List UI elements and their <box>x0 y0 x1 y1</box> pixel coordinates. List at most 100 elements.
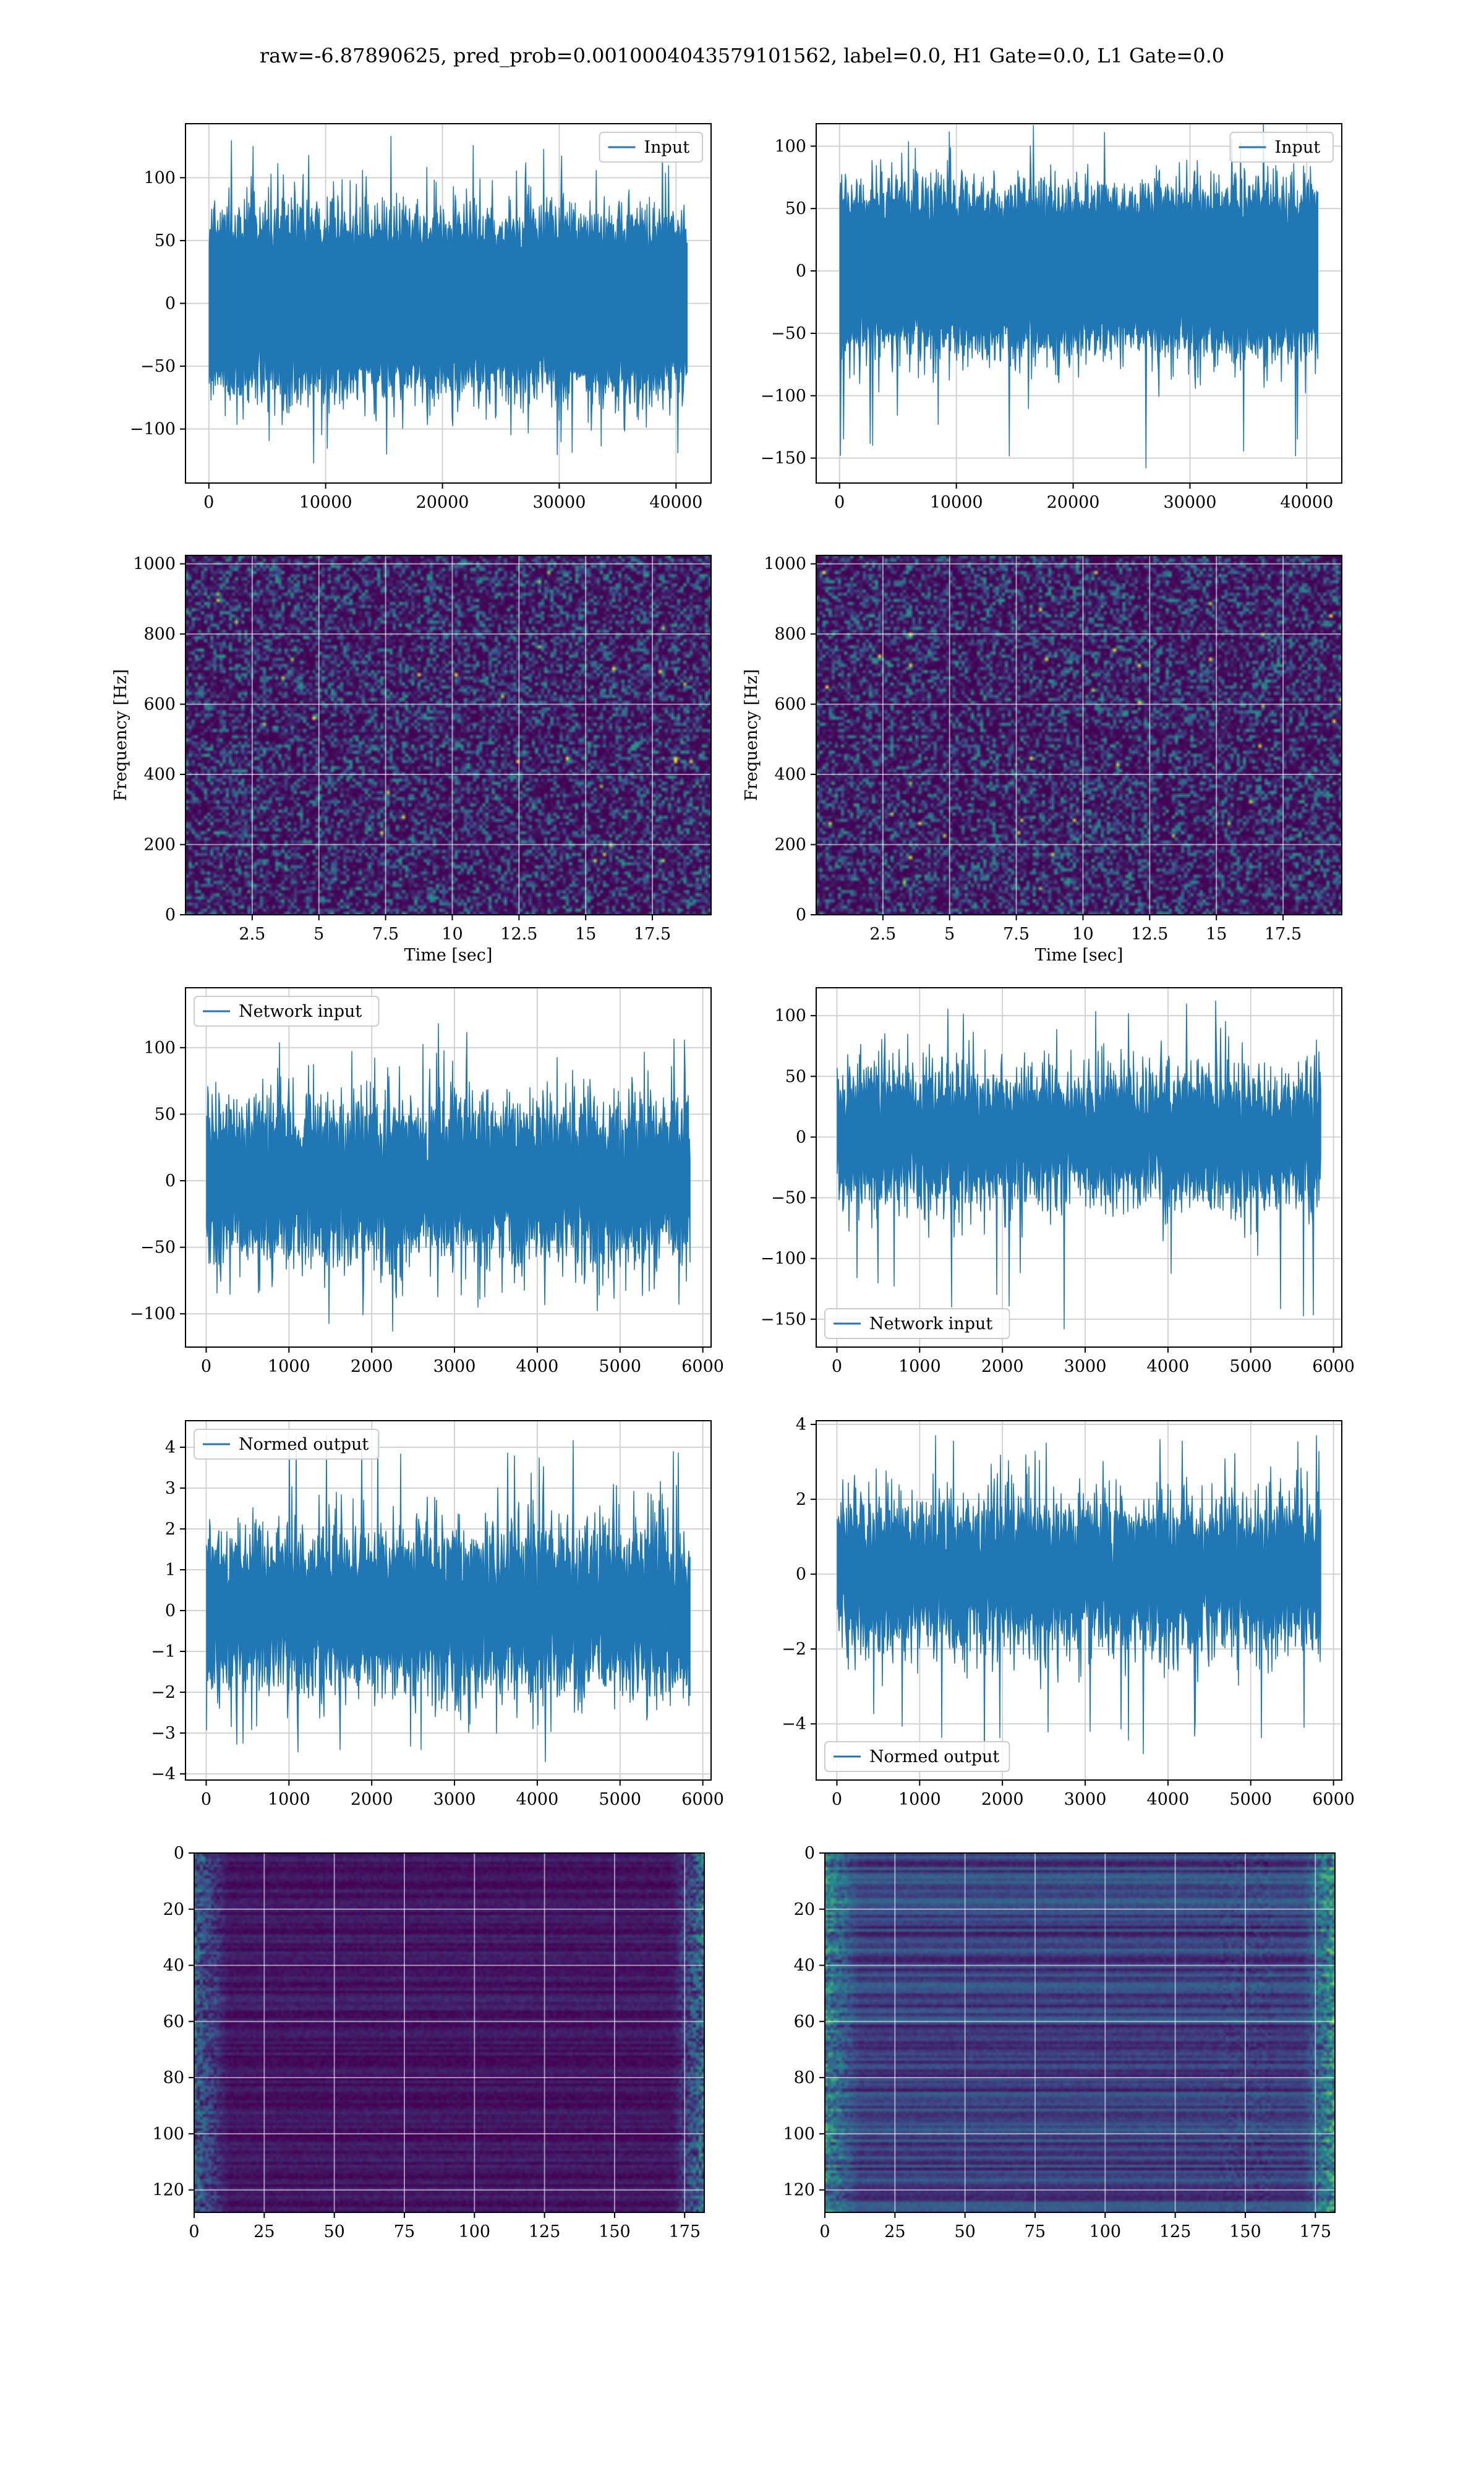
x-tick-label: 25 <box>884 2222 905 2241</box>
y-tick-label: 600 <box>143 695 176 714</box>
legend: Normed output <box>824 1741 1010 1772</box>
y-tick-label: −2 <box>782 1640 806 1659</box>
y-tick-label: −100 <box>130 420 176 439</box>
y-tick-label: −4 <box>782 1714 806 1734</box>
y-tick-label: −2 <box>151 1683 176 1702</box>
y-tick-label: 200 <box>143 836 176 855</box>
y-tick-label: 4 <box>165 1438 176 1457</box>
x-tick-label: 10000 <box>930 493 983 512</box>
l1-spectrogram-panel: 2.5 5 7.5 10 12.5 15 17.5 0 200 400 600 800 1000 Time… <box>742 555 1342 965</box>
x-tick-label: 3000 <box>433 1790 476 1809</box>
legend-box <box>1229 132 1334 163</box>
x-tick-label: 15 <box>1206 925 1227 944</box>
x-tick-label: 7.5 <box>1003 925 1030 944</box>
x-tick-label: 7.5 <box>372 925 399 944</box>
x-tick-label: 6000 <box>681 1790 724 1809</box>
x-tick-label: 75 <box>394 2222 415 2241</box>
y-tick-label: 0 <box>165 1601 176 1620</box>
legend: Network input <box>824 1308 1010 1339</box>
x-tick-label: 150 <box>599 2222 631 2241</box>
x-axis-label: Time [sec] <box>404 946 493 965</box>
x-tick-label: 15 <box>575 925 596 944</box>
y-tick-label: −100 <box>761 387 806 406</box>
x-tick-label: 20000 <box>416 493 469 512</box>
x-tick-label: 10 <box>441 925 463 944</box>
x-tick-label: 2000 <box>981 1790 1024 1809</box>
y-tick-label: 0 <box>165 905 176 925</box>
y-tick-label: 120 <box>783 2181 815 2200</box>
x-tick-label: 3000 <box>433 1357 476 1376</box>
y-tick-label: 50 <box>785 199 806 218</box>
h1-network-input-panel: 0 1000 2000 3000 4000 5000 6000 −100 −50 0 50 100 Ne… <box>130 987 724 1376</box>
y-tick-label: 100 <box>774 1006 806 1025</box>
x-tick-label: 12.5 <box>500 925 537 944</box>
legend: Input <box>1229 132 1334 163</box>
x-tick-label: 125 <box>529 2222 561 2241</box>
y-tick-label: 20 <box>794 1900 815 1919</box>
y-tick-label: 0 <box>804 1844 815 1863</box>
x-tick-label: 4000 <box>1147 1357 1190 1376</box>
series-line <box>206 1023 691 1332</box>
x-tick-label: 17.5 <box>634 925 671 944</box>
x-tick-label: 100 <box>459 2222 491 2241</box>
y-tick-label: 80 <box>794 2068 815 2087</box>
x-tick-label: 100 <box>1090 2222 1122 2241</box>
h1-normed-output-panel: 0 1000 2000 3000 4000 5000 6000 −4 −3 −2 −1 0 1 2 3 4 No… <box>151 1420 724 1809</box>
y-tick-label: 1000 <box>764 555 806 574</box>
y-tick-label: 120 <box>152 2181 184 2200</box>
l1-network-input-panel: 0 1000 2000 3000 4000 5000 6000 −150 −100 −50 0 50 1… <box>761 987 1355 1376</box>
y-tick-label: 1000 <box>133 555 176 574</box>
x-tick-label: 1000 <box>268 1357 310 1376</box>
x-tick-label: 150 <box>1229 2222 1261 2241</box>
spectrogram-image <box>816 555 1342 915</box>
legend: Network input <box>194 996 380 1027</box>
spectrogram-image <box>186 555 711 915</box>
x-tick-label: 5000 <box>1229 1357 1272 1376</box>
legend: Normed output <box>194 1429 380 1460</box>
y-tick-label: 0 <box>796 1565 806 1584</box>
y-tick-label: 200 <box>774 836 806 855</box>
x-tick-label: 25 <box>254 2222 275 2241</box>
x-tick-label: 0 <box>834 493 845 512</box>
x-tick-label: 40000 <box>649 493 702 512</box>
x-tick-label: 30000 <box>532 493 586 512</box>
series-line <box>206 1434 691 1763</box>
y-tick-label: 100 <box>783 2125 815 2144</box>
series-line <box>837 1000 1321 1330</box>
x-tick-label: 2000 <box>351 1790 393 1809</box>
feature-map-image <box>194 1853 704 2212</box>
feature-map-image <box>825 1853 1335 2212</box>
h1-feature-map-panel: 0 25 50 75 100 125 150 175 0 20 40 60 80 100 120 <box>152 1844 705 2241</box>
y-tick-label: 3 <box>165 1479 176 1498</box>
x-tick-label: 5 <box>944 925 955 944</box>
figure-suptitle: raw=-6.87890625, pred_prob=0.00100040435… <box>260 44 1224 67</box>
x-tick-label: 50 <box>323 2222 344 2241</box>
axes-frame <box>816 987 1342 1348</box>
l1-normed-output-panel: 0 1000 2000 3000 4000 5000 6000 −4 −2 0 2 4 Normed o… <box>782 1415 1355 1809</box>
x-tick-label: 5000 <box>1229 1790 1272 1809</box>
y-tick-label: 80 <box>163 2068 184 2087</box>
legend-label: Normed output <box>239 1435 369 1454</box>
y-tick-label: 0 <box>796 262 806 281</box>
y-axis-label: Frequency [Hz] <box>111 669 130 801</box>
y-tick-label: 100 <box>774 137 806 156</box>
legend-box <box>824 1741 1010 1772</box>
y-tick-label: 2 <box>165 1520 176 1539</box>
y-tick-label: 4 <box>796 1415 806 1434</box>
y-tick-label: 1 <box>165 1560 176 1580</box>
legend-label: Input <box>644 138 690 157</box>
axes-frame <box>816 1420 1342 1781</box>
x-tick-label: 125 <box>1159 2222 1192 2241</box>
y-tick-label: 40 <box>163 1956 184 1975</box>
x-tick-label: 10000 <box>299 493 352 512</box>
x-tick-label: 2.5 <box>869 925 896 944</box>
x-tick-label: 2.5 <box>239 925 265 944</box>
x-tick-label: 4000 <box>516 1790 559 1809</box>
x-tick-label: 0 <box>819 2222 830 2241</box>
axes-frame <box>185 987 712 1348</box>
y-tick-label: −50 <box>140 357 176 376</box>
x-tick-label: 175 <box>1299 2222 1331 2241</box>
x-tick-label: 4000 <box>516 1357 559 1376</box>
axes-frame <box>194 1852 705 2213</box>
y-tick-label: 50 <box>785 1067 806 1086</box>
